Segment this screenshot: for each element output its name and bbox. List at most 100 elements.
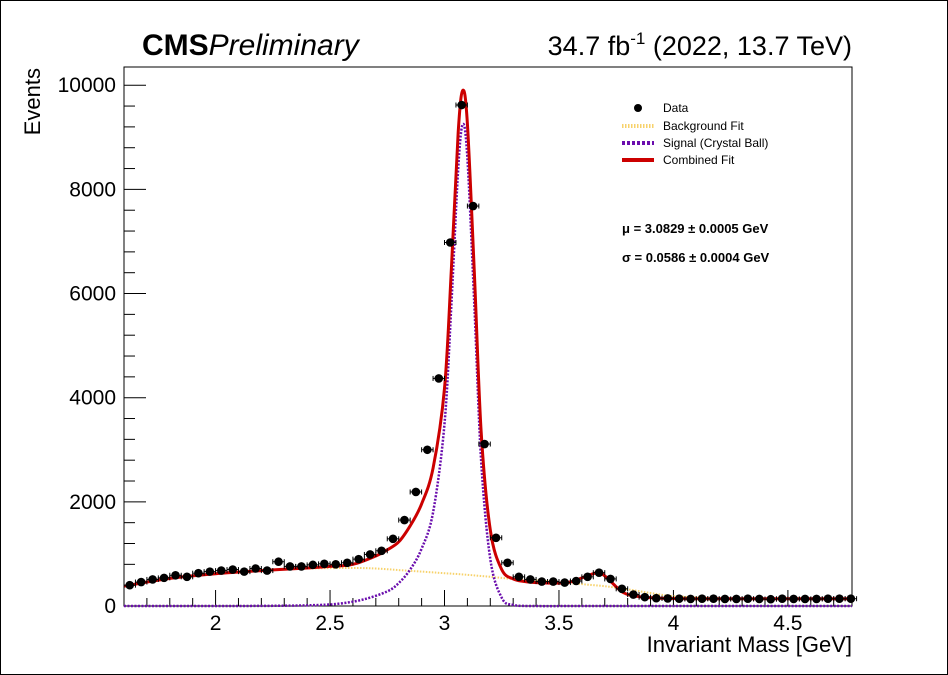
data-point (835, 594, 844, 604)
x-tick-label: 3 (439, 612, 451, 635)
data-point (732, 594, 741, 604)
legend-marker-data (634, 104, 642, 112)
y-tick-label: 8000 (69, 178, 116, 201)
data-point (594, 568, 604, 577)
data-point (297, 562, 306, 571)
data-point (606, 574, 615, 584)
data-point (388, 534, 398, 544)
data-point (720, 594, 730, 604)
data-point (674, 594, 684, 604)
status-label: Preliminary (209, 29, 361, 62)
legend-label-signal: Signal (Crystal Ball) (663, 136, 768, 150)
data-point (342, 558, 352, 568)
plot-area (123, 66, 853, 607)
data-point (411, 487, 421, 497)
lumi-run: (2022, 13.7 TeV) (645, 31, 852, 61)
mu-annotation: μ = 3.0829 ± 0.0005 GeV (622, 221, 769, 236)
lumi-value: 34.7 fb (548, 31, 631, 61)
x-tick-label: 3.5 (544, 612, 573, 635)
data-point (640, 592, 650, 602)
data-point (308, 560, 318, 570)
data-point (423, 445, 432, 455)
data-point (548, 577, 558, 586)
data-point (331, 560, 341, 569)
data-point (583, 572, 592, 582)
data-point (136, 577, 146, 587)
data-point (159, 573, 169, 583)
data-point (743, 594, 753, 604)
data-point (251, 564, 260, 573)
data-point (560, 578, 569, 587)
data-point (285, 562, 295, 571)
legend: Data Background Fit Signal (Crystal Ball… (622, 101, 768, 167)
lumi-header: 34.7 fb-1 (2022, 13.7 TeV) (548, 29, 852, 61)
data-point (205, 567, 215, 576)
data-point (846, 594, 856, 604)
sigma-annotation: σ = 0.0586 ± 0.0004 GeV (622, 250, 770, 265)
data-point (491, 533, 501, 543)
data-point (754, 594, 764, 604)
y-tick-label: 10000 (58, 74, 116, 97)
data-point (686, 594, 695, 604)
legend-label-combined: Combined Fit (663, 153, 735, 167)
data-point (148, 575, 157, 584)
experiment-name: CMS (142, 29, 209, 62)
y-tick-label: 6000 (69, 283, 116, 306)
data-point (377, 546, 386, 556)
data-point (709, 594, 718, 604)
data-point (514, 572, 524, 582)
data-point (365, 550, 375, 559)
lumi-exponent: -1 (630, 29, 645, 48)
data-point (663, 594, 673, 603)
y-tick-label: 4000 (69, 387, 116, 410)
data-point (468, 201, 478, 211)
data-point (789, 594, 798, 604)
data-point (537, 577, 547, 586)
data-point (766, 594, 776, 604)
data-point (823, 594, 833, 604)
x-tick-label: 4.5 (773, 612, 802, 635)
legend-label-background: Background Fit (663, 119, 744, 133)
data-point (194, 568, 203, 578)
x-tick-label: 2 (210, 612, 222, 635)
experiment-header: CMSPreliminary (142, 29, 361, 62)
data-point (274, 557, 283, 567)
data-point (526, 575, 535, 584)
data-points (123, 100, 858, 604)
data-point (457, 100, 466, 110)
legend-label-data: Data (663, 101, 689, 115)
data-point (617, 584, 627, 594)
data-point (171, 570, 180, 580)
axes: 2 2.5 3 3.5 4 4.5 0 2000 4000 6000 8000 10000 (58, 74, 835, 635)
x-tick-label: 4 (668, 612, 680, 635)
data-point (697, 594, 707, 604)
y-axis-title: Events (20, 68, 45, 135)
data-point (125, 580, 135, 590)
data-point (651, 593, 661, 603)
combined-fit-curve (123, 88, 853, 601)
data-point (320, 559, 329, 569)
y-tick-label: 0 (104, 595, 116, 618)
data-point (571, 576, 581, 586)
data-point (812, 594, 821, 604)
data-point (182, 572, 192, 582)
data-point (480, 439, 489, 449)
data-point (228, 565, 238, 574)
data-point (800, 594, 810, 604)
data-point (445, 238, 455, 247)
x-tick-label: 2.5 (315, 612, 344, 635)
data-point (503, 558, 512, 568)
data-point (216, 566, 226, 575)
data-point (400, 515, 409, 525)
data-point (434, 374, 444, 383)
fit-curves (123, 88, 853, 608)
x-axis-title: Invariant Mass [GeV] (647, 632, 852, 657)
signal-crystal-ball-curve (124, 122, 852, 608)
y-tick-label: 2000 (69, 491, 116, 514)
data-point (777, 594, 787, 604)
data-point (354, 554, 363, 564)
data-point (239, 567, 249, 576)
data-point (629, 590, 638, 599)
